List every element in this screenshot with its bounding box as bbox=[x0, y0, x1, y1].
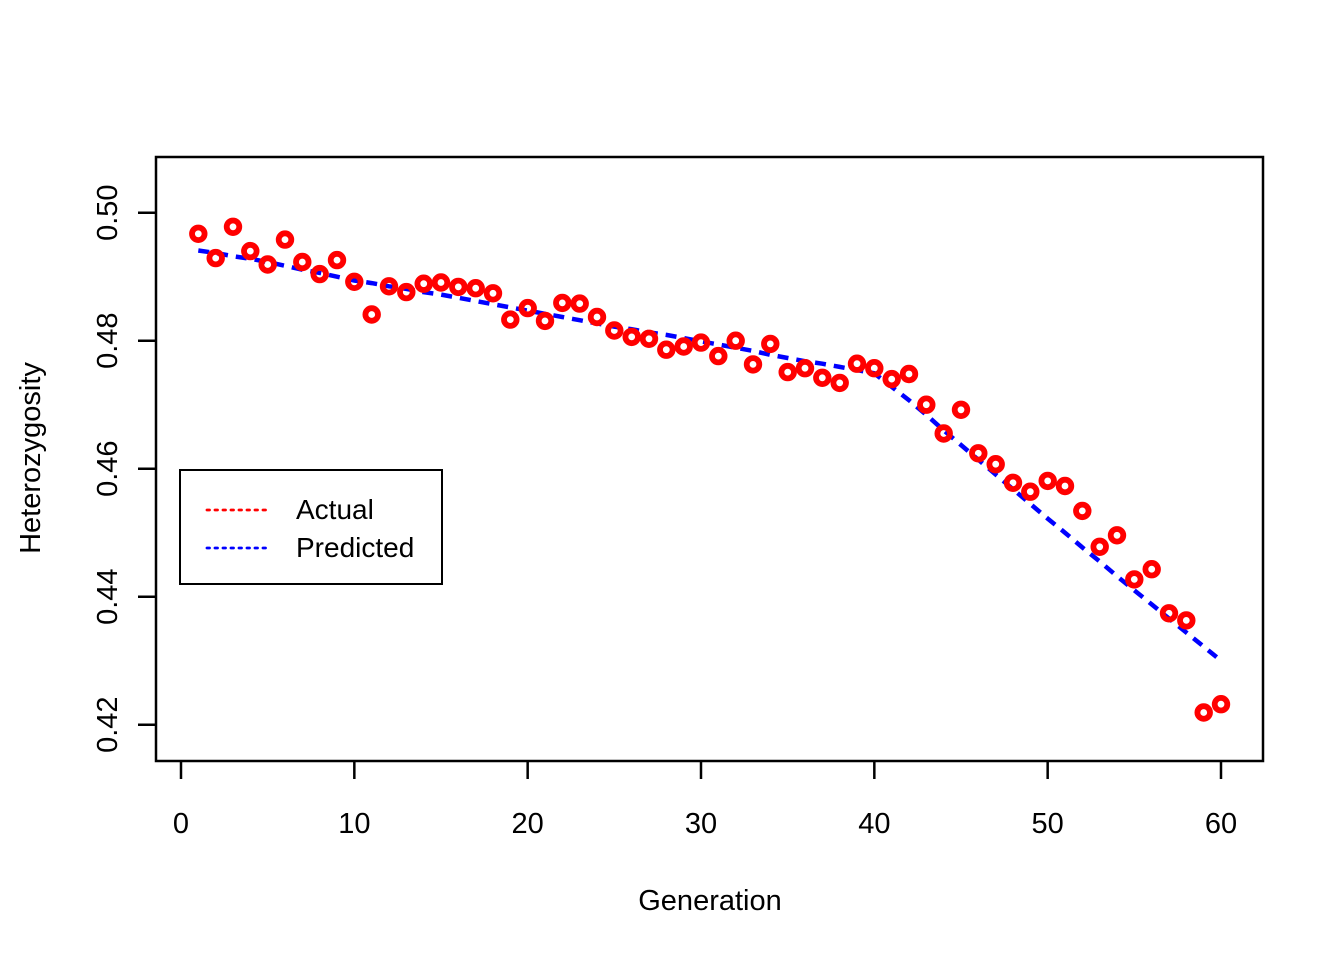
actual-data-point bbox=[587, 307, 607, 327]
actual-data-point bbox=[726, 331, 745, 350]
actual-data-point bbox=[674, 337, 693, 356]
y-axis: 0.50 0.48 0.46 0.44 0.42 bbox=[92, 184, 156, 753]
predicted-series bbox=[197, 248, 1223, 663]
actual-data-point bbox=[969, 444, 988, 463]
actual-data-point bbox=[639, 329, 659, 349]
x-tick-label: 50 bbox=[1032, 808, 1064, 840]
y-tick-label: 0.48 bbox=[92, 312, 124, 368]
y-tick-label: 0.44 bbox=[92, 568, 124, 624]
y-tick-label: 0.46 bbox=[92, 440, 124, 496]
actual-data-point bbox=[310, 264, 329, 284]
actual-data-point bbox=[449, 277, 468, 297]
actual-data-point bbox=[431, 273, 451, 292]
actual-data-point bbox=[1107, 526, 1127, 545]
actual-data-point bbox=[327, 250, 347, 270]
actual-data-point bbox=[293, 252, 312, 272]
actual-data-point bbox=[206, 248, 225, 268]
actual-data-point bbox=[1003, 473, 1023, 493]
x-tick-label: 30 bbox=[685, 808, 717, 840]
actual-data-point bbox=[1142, 560, 1161, 579]
x-tick-label: 0 bbox=[173, 808, 189, 840]
actual-data-point bbox=[535, 311, 555, 331]
legend-box: Actual Predicted bbox=[179, 469, 443, 585]
actual-data-point bbox=[379, 277, 399, 296]
actual-data-point bbox=[466, 279, 485, 298]
actual-data-point bbox=[709, 346, 728, 366]
actual-data-point bbox=[691, 333, 711, 352]
actual-data-point bbox=[223, 217, 243, 237]
y-tick-label: 0.50 bbox=[92, 184, 124, 240]
plot-border bbox=[154, 155, 1265, 763]
actual-data-point bbox=[241, 241, 260, 261]
legend-border bbox=[179, 469, 443, 585]
actual-data-point bbox=[345, 272, 364, 292]
actual-data-point bbox=[899, 364, 919, 384]
actual-data-point bbox=[258, 255, 277, 274]
actual-data-point bbox=[275, 230, 295, 249]
x-tick-label: 20 bbox=[512, 808, 544, 840]
predicted-dashed-path bbox=[197, 248, 1223, 663]
x-axis: 0 10 20 30 40 50 60 bbox=[173, 761, 1237, 840]
actual-data-point bbox=[1194, 703, 1213, 722]
actual-data-point bbox=[518, 298, 537, 318]
y-axis-title: Heterozygosity bbox=[15, 362, 47, 554]
actual-data-point bbox=[1038, 471, 1057, 491]
actual-data-point bbox=[917, 395, 936, 414]
legend-predicted-label: Predicted bbox=[296, 532, 414, 563]
actual-data-point bbox=[934, 424, 953, 443]
actual-data-point bbox=[570, 294, 589, 313]
actual-data-point bbox=[553, 293, 572, 313]
x-axis-title: Generation bbox=[638, 885, 782, 917]
actual-data-point bbox=[951, 400, 971, 420]
actual-data-point bbox=[1090, 537, 1109, 557]
x-tick-label: 10 bbox=[338, 808, 370, 840]
actual-data-point bbox=[1073, 501, 1092, 521]
actual-data-point bbox=[362, 305, 381, 324]
legend-actual-label: Actual bbox=[296, 494, 374, 525]
actual-data-point bbox=[743, 355, 763, 374]
actual-data-point bbox=[865, 359, 884, 378]
actual-data-point bbox=[847, 354, 867, 373]
actual-data-point bbox=[986, 455, 1005, 474]
actual-data-point bbox=[414, 274, 433, 293]
actual-data-point bbox=[397, 282, 416, 302]
actual-data-point bbox=[761, 334, 780, 354]
actual-data-point bbox=[1125, 570, 1144, 589]
actual-data-point bbox=[622, 327, 641, 347]
actual-data-point bbox=[1021, 482, 1040, 501]
actual-data-point bbox=[813, 368, 832, 388]
actual-data-point bbox=[657, 340, 676, 359]
actual-data-point bbox=[795, 359, 815, 378]
actual-data-point bbox=[189, 224, 208, 244]
actual-data-point bbox=[882, 369, 901, 389]
actual-data-point bbox=[1159, 604, 1179, 623]
actual-data-point bbox=[483, 284, 503, 303]
y-tick-label: 0.42 bbox=[92, 696, 124, 752]
x-tick-label: 40 bbox=[858, 808, 890, 840]
actual-data-point bbox=[830, 373, 849, 393]
actual-series bbox=[189, 217, 1231, 722]
actual-data-point bbox=[501, 310, 520, 329]
actual-data-point bbox=[1055, 476, 1075, 496]
actual-data-point bbox=[1211, 695, 1231, 714]
actual-data-point bbox=[1177, 611, 1196, 630]
actual-data-point bbox=[605, 321, 624, 340]
x-tick-label: 60 bbox=[1205, 808, 1237, 840]
actual-data-point bbox=[778, 362, 797, 382]
